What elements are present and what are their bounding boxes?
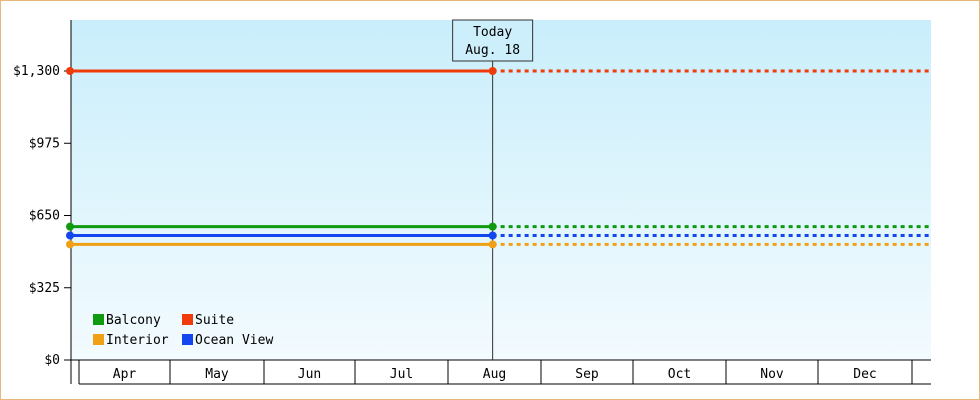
y-tick-label: $1,300 xyxy=(13,64,60,79)
x-tick-label: Apr xyxy=(113,367,137,382)
x-tick-label: Jun xyxy=(298,367,321,382)
y-tick-label: $0 xyxy=(44,353,60,368)
series-point-today-suite xyxy=(488,67,497,75)
series-point-start-interior xyxy=(66,240,74,249)
series-point-today-interior xyxy=(488,240,497,249)
series-point-start-balcony xyxy=(66,222,74,231)
legend-label-interior: Interior xyxy=(106,333,169,348)
legend-label-ocean-view: Ocean View xyxy=(195,333,273,348)
today-box xyxy=(452,19,534,62)
legend-swatch-balcony xyxy=(93,314,104,325)
legend-swatch-ocean-view xyxy=(182,334,193,345)
plot-area xyxy=(71,20,931,360)
y-tick-label: $975 xyxy=(29,136,60,151)
today-label: Today xyxy=(473,25,512,40)
x-tick-label: Dec xyxy=(853,367,876,382)
legend-swatch-suite xyxy=(182,314,193,325)
series-point-start-ocean-view xyxy=(66,231,74,240)
y-tick-label: $650 xyxy=(29,209,60,224)
series-point-start-suite xyxy=(66,67,74,75)
series-point-today-balcony xyxy=(488,222,497,231)
x-tick-label: May xyxy=(205,367,229,382)
legend-label-balcony: Balcony xyxy=(106,313,161,328)
today-date: Aug. 18 xyxy=(465,43,520,58)
series-point-today-ocean-view xyxy=(488,231,497,240)
legend-swatch-interior xyxy=(93,334,104,345)
y-tick-label: $325 xyxy=(29,281,60,296)
x-tick-label: Aug xyxy=(483,367,506,382)
x-tick-label: Sep xyxy=(575,367,599,382)
x-tick-label: Nov xyxy=(760,367,784,382)
x-tick-label: Jul xyxy=(390,367,413,382)
legend-label-suite: Suite xyxy=(195,313,234,328)
x-tick-label: Oct xyxy=(668,367,691,382)
